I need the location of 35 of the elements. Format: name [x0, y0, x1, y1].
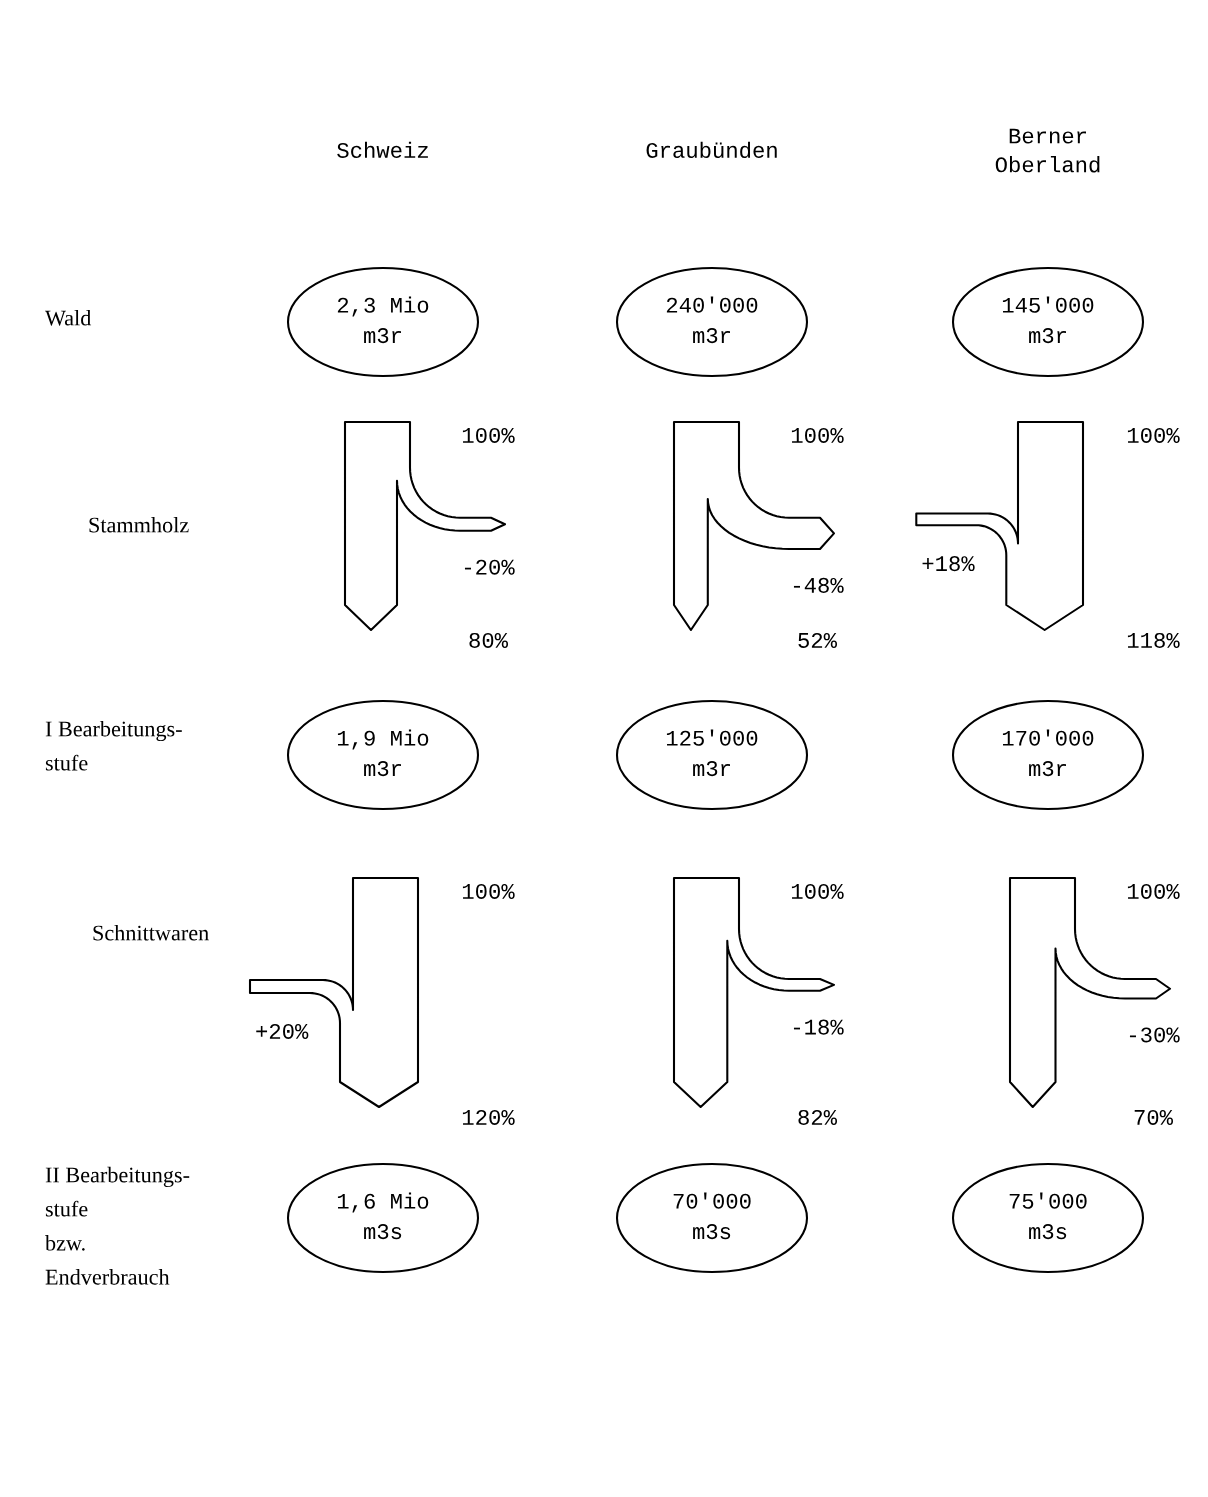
- category-label: II Bearbeitungs- stufe bzw. Endverbrauch: [45, 1166, 190, 1285]
- text: 1,6 Mio m3s: [337, 1192, 429, 1240]
- data-label: 100%: [1127, 883, 1180, 899]
- text: 125'000 m3r: [666, 729, 758, 777]
- category-label: Berner Oberland: [995, 128, 1100, 173]
- data-label: -20%: [464, 559, 515, 575]
- text: 240'000 m3r: [666, 296, 758, 344]
- data-label: 100%: [462, 883, 515, 899]
- data-label: 70%: [1134, 1109, 1174, 1125]
- data-label: 100%: [1127, 427, 1180, 443]
- data-label: 120%: [462, 1109, 515, 1125]
- text: 170'000 m3r: [1002, 729, 1094, 777]
- data-label: 100%: [791, 427, 844, 443]
- category-label: I Bearbeitungs- stufe: [45, 720, 182, 771]
- text: 1,9 Mio m3r: [337, 729, 429, 777]
- data-label: 100%: [791, 883, 844, 899]
- category-label: Stammholz: [89, 516, 189, 533]
- data-label: -30%: [1129, 1027, 1180, 1043]
- category-label: Schweiz: [337, 141, 428, 158]
- data-label: 52%: [798, 632, 838, 648]
- data-label: 82%: [798, 1109, 838, 1125]
- text: 70'000 m3s: [673, 1192, 751, 1240]
- category-label: Schnittwaren: [93, 924, 209, 941]
- data-label: 80%: [469, 632, 509, 648]
- category-label: Wald: [45, 309, 92, 326]
- text: 75'000 m3s: [1009, 1192, 1087, 1240]
- text: 2,3 Mio m3r: [337, 296, 429, 344]
- data-label: -18%: [793, 1019, 844, 1035]
- data-label: +18%: [922, 556, 975, 572]
- data-label: -48%: [793, 577, 844, 593]
- category-label: Graubünden: [646, 141, 777, 159]
- text: 145'000 m3r: [1002, 296, 1094, 344]
- data-label: 118%: [1127, 632, 1180, 648]
- data-label: 100%: [462, 427, 515, 443]
- data-label: +20%: [256, 1023, 309, 1039]
